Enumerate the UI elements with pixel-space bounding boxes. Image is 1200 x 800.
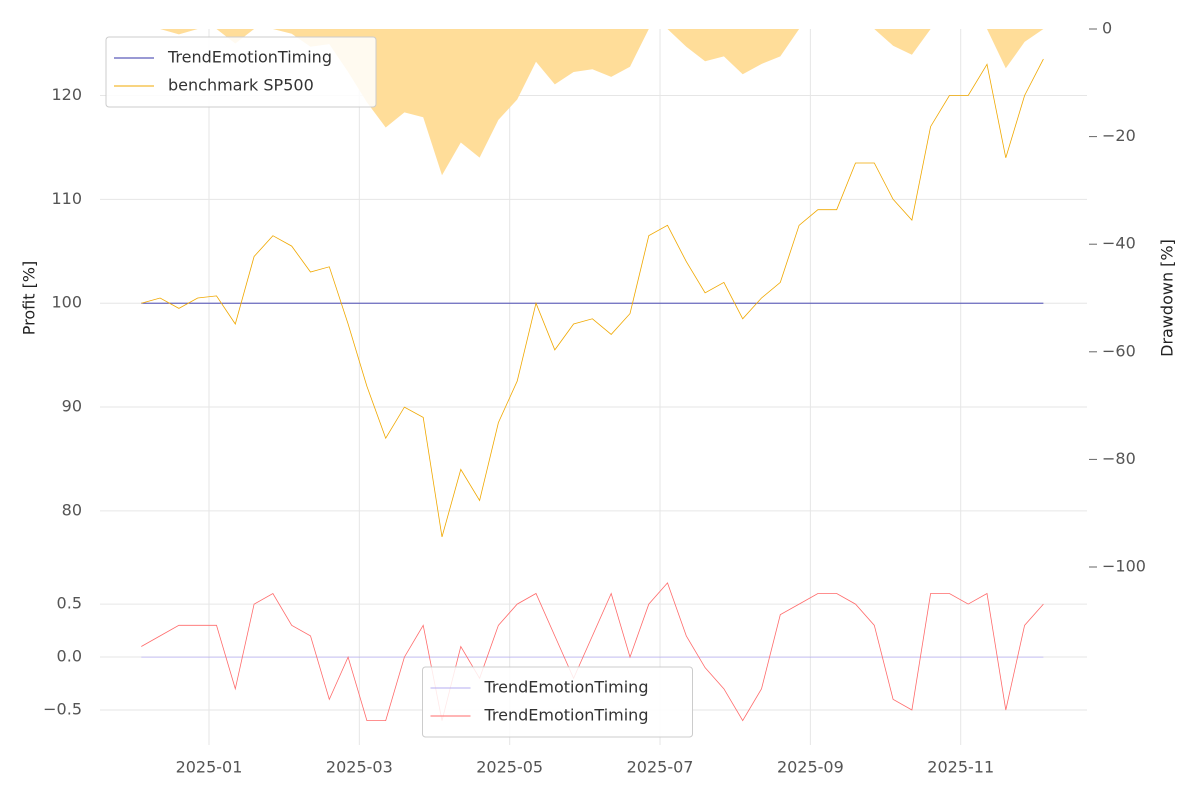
legend-box <box>422 666 693 738</box>
y-tick-label: 80 <box>62 500 82 519</box>
x-tick-label: 2025-07 <box>627 758 694 777</box>
plot-area <box>100 29 1087 567</box>
x-tick-label: 2025-01 <box>176 758 243 777</box>
y-tick-label: 100 <box>51 293 82 312</box>
x-tick-label: 2025-09 <box>777 758 844 777</box>
x-tick-label: 2025-03 <box>326 758 393 777</box>
y2-tick-label: −40 <box>1102 234 1136 253</box>
legend: TrendEmotionTiming benchmark SP500 <box>105 36 377 108</box>
x-tick-label: 2025-05 <box>476 758 543 777</box>
y-tick-label: 0.0 <box>57 647 82 666</box>
y2-tick-label: −100 <box>1102 557 1146 576</box>
legend-box <box>105 36 377 108</box>
y2-tick-label: 0 <box>1102 19 1112 38</box>
legend: TrendEmotionTiming TrendEmotionTiming <box>422 666 693 738</box>
series-line <box>141 58 1044 538</box>
y-tick-label: 120 <box>51 85 82 104</box>
legend-label: benchmark SP500 <box>168 76 314 95</box>
y2-tick-label: −60 <box>1102 341 1136 360</box>
legend-label: TrendEmotionTiming <box>484 706 649 725</box>
legend-label: TrendEmotionTiming <box>484 678 649 697</box>
y-tick-label: −0.5 <box>43 700 82 719</box>
y2-axis-label: Drawdown [%] <box>1158 239 1177 357</box>
y-tick-label: 110 <box>51 189 82 208</box>
legend-label: TrendEmotionTiming <box>167 48 332 67</box>
y2-tick-label: −80 <box>1102 449 1136 468</box>
y2-tick-label: −20 <box>1102 126 1136 145</box>
y-tick-label: 0.5 <box>57 594 82 613</box>
y-tick-label: 90 <box>62 397 82 416</box>
series-line <box>141 582 1044 722</box>
y-axis-label: Profit [%] <box>20 261 39 336</box>
x-tick-label: 2025-11 <box>927 758 994 777</box>
